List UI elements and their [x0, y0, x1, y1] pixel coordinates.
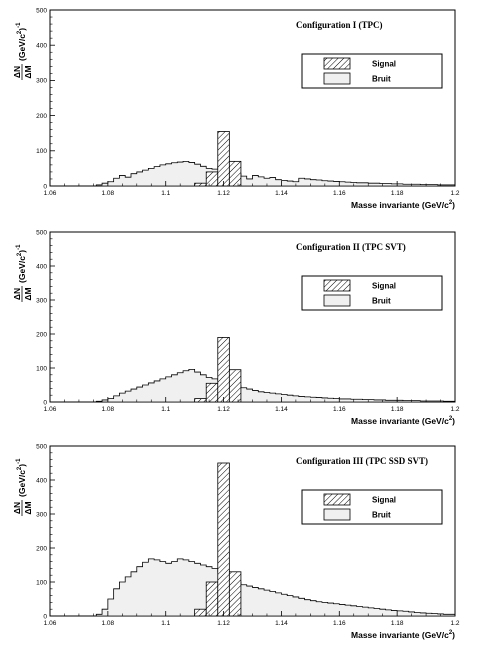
signal-bar	[228, 369, 242, 403]
x-tick-label: 1.2	[450, 190, 459, 197]
signal-bar	[228, 160, 242, 187]
x-axis-label: Masse invariante (GeV/c2)	[351, 416, 455, 426]
y-label-numerator: ΔN	[12, 502, 22, 514]
y-tick-label: 400	[36, 263, 47, 270]
y-label-unit: (GeV/c2)-1	[16, 22, 27, 61]
signal-bar	[194, 182, 207, 187]
x-axis-label: Masse invariante (GeV/c2)	[351, 630, 455, 640]
x-tick-label: 1.06	[44, 620, 57, 627]
y-tick-label: 300	[36, 78, 47, 85]
signal-bar	[205, 581, 219, 617]
signal-bar	[217, 462, 230, 617]
legend-swatch-bruit	[323, 294, 351, 307]
x-tick-label: 1.12	[217, 620, 230, 627]
x-tick-label: 1.1	[161, 406, 170, 413]
x-tick-label: 1.1	[161, 190, 170, 197]
histogram-panel-3: 1.06 1.08 1.1 1.12 1.14 1.16 1.18 1.2 0 100 200 300…	[12, 443, 460, 640]
y-tick-label: 500	[36, 7, 47, 14]
chart-title: Configuration III (TPC SSD SVT)	[296, 456, 428, 466]
y-tick-label: 300	[36, 297, 47, 304]
x-tick-label: 1.14	[275, 190, 288, 197]
signal-bar	[217, 336, 230, 403]
signal-bar	[205, 382, 219, 403]
y-label-denominator: ΔM	[23, 501, 33, 514]
signal-bar	[205, 171, 219, 187]
x-tick-label: 1.12	[217, 406, 230, 413]
x-tick-label: 1.08	[102, 406, 115, 413]
background-histogram	[95, 558, 456, 617]
y-label-unit: (GeV/c2)-1	[16, 244, 27, 283]
x-tick-label: 1.06	[44, 406, 57, 413]
histogram-panel-1: 1.06 1.08 1.1 1.12 1.14 1.16 1.18 1.2 0 100 200 300…	[12, 7, 460, 210]
legend-label-signal: Signal	[372, 60, 396, 69]
y-tick-label: 0	[43, 613, 47, 620]
y-label-unit: (GeV/c2)-1	[16, 458, 27, 497]
x-tick-label: 1.06	[44, 190, 57, 197]
background-histogram	[95, 368, 456, 403]
x-tick-label: 1.2	[450, 620, 459, 627]
x-tick-label: 1.16	[333, 190, 346, 197]
histogram-panel-2: 1.06 1.08 1.1 1.12 1.14 1.16 1.18 1.2 0 100 200 300…	[12, 229, 460, 426]
x-tick-label: 1.1	[161, 620, 170, 627]
y-tick-label: 0	[43, 183, 47, 190]
legend-label-signal: Signal	[372, 496, 396, 505]
legend-swatch-signal	[323, 57, 351, 70]
x-tick-label: 1.18	[391, 620, 404, 627]
x-axis-label: Masse invariante (GeV/c2)	[351, 200, 455, 210]
x-tick-label: 1.12	[217, 190, 230, 197]
y-label-denominator: ΔM	[23, 65, 33, 78]
x-tick-label: 1.16	[333, 620, 346, 627]
signal-bar	[194, 398, 207, 403]
x-tick-label: 1.14	[275, 620, 288, 627]
y-tick-label: 400	[36, 43, 47, 50]
chart-title: Configuration I (TPC)	[296, 20, 383, 30]
signal-bar	[217, 131, 230, 187]
plot-frame	[49, 231, 456, 403]
y-tick-label: 200	[36, 545, 47, 552]
legend-swatch-bruit	[323, 72, 351, 85]
signal-bar	[194, 608, 207, 617]
y-tick-label: 500	[36, 229, 47, 236]
legend-label-bruit: Bruit	[372, 511, 391, 520]
signal-bar	[228, 571, 242, 617]
legend-label-bruit: Bruit	[372, 297, 391, 306]
legend-swatch-bruit	[323, 508, 351, 521]
y-tick-label: 100	[36, 579, 47, 586]
chart-title: Configuration II (TPC SVT)	[296, 242, 406, 252]
plot-frame	[49, 9, 456, 187]
legend-swatch-signal	[323, 279, 351, 292]
y-tick-label: 300	[36, 511, 47, 518]
x-tick-label: 1.18	[391, 190, 404, 197]
x-tick-label: 1.14	[275, 406, 288, 413]
y-tick-label: 500	[36, 443, 47, 450]
legend-label-bruit: Bruit	[372, 75, 391, 84]
x-tick-label: 1.16	[333, 406, 346, 413]
y-tick-label: 200	[36, 113, 47, 120]
x-tick-label: 1.2	[450, 406, 459, 413]
y-label-denominator: ΔM	[23, 287, 33, 300]
y-tick-label: 200	[36, 331, 47, 338]
x-tick-label: 1.08	[102, 620, 115, 627]
legend-label-signal: Signal	[372, 282, 396, 291]
legend-swatch-signal	[323, 493, 351, 506]
y-tick-label: 100	[36, 365, 47, 372]
y-tick-label: 100	[36, 148, 47, 155]
y-axis-label: ΔN ΔM (GeV/c2)-1	[12, 458, 33, 516]
background-histogram	[95, 160, 456, 187]
x-tick-label: 1.18	[391, 406, 404, 413]
y-axis-label: ΔN ΔM (GeV/c2)-1	[12, 244, 33, 302]
y-label-numerator: ΔN	[12, 66, 22, 78]
y-label-numerator: ΔN	[12, 288, 22, 300]
y-tick-label: 0	[43, 399, 47, 406]
y-tick-label: 400	[36, 477, 47, 484]
y-axis-label: ΔN ΔM (GeV/c2)-1	[12, 22, 33, 80]
x-tick-label: 1.08	[102, 190, 115, 197]
